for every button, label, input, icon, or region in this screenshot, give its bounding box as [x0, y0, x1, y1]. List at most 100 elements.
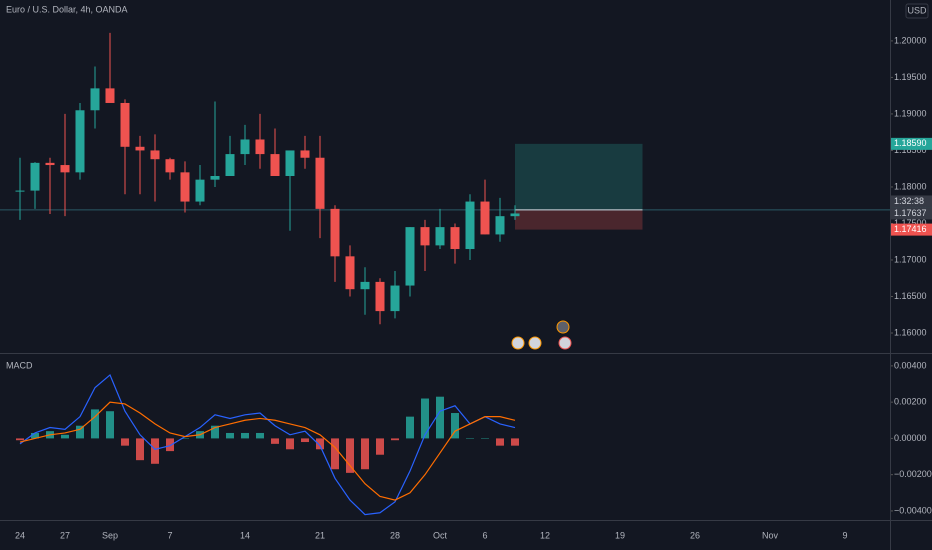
- y-tick-label: 1.16000: [894, 327, 927, 337]
- histogram-bar: [241, 432, 249, 439]
- candle-body: [255, 139, 265, 155]
- candle-body: [450, 227, 460, 250]
- y-tick-label: −0.00200: [894, 469, 932, 479]
- x-tick-label: 6: [482, 530, 487, 540]
- histogram-bar: [106, 411, 114, 439]
- x-tick-label: 19: [615, 530, 625, 540]
- histogram-bar: [481, 438, 489, 439]
- histogram-bar: [511, 438, 519, 446]
- currency-button[interactable]: [905, 3, 929, 19]
- candle-body: [315, 157, 325, 209]
- histogram-bar: [361, 438, 369, 470]
- histogram-bar: [136, 438, 144, 461]
- y-tick-label: 1.18000: [894, 181, 927, 191]
- candle-body: [75, 110, 85, 173]
- y-tick-label: 1.19500: [894, 72, 927, 82]
- candle-body: [390, 285, 400, 312]
- x-tick-label: 28: [390, 530, 400, 540]
- x-tick-label: 14: [240, 530, 250, 540]
- histogram-bar: [316, 438, 324, 450]
- chart-title: Euro / U.S. Dollar, 4h, OANDA: [6, 4, 128, 14]
- x-tick-label: Nov: [762, 530, 779, 540]
- x-tick-label: 24: [15, 530, 25, 540]
- candle-body: [15, 190, 25, 192]
- candle-body: [480, 201, 490, 235]
- candle-body: [195, 179, 205, 202]
- currency-label[interactable]: USD: [907, 5, 927, 15]
- histogram-bar: [271, 438, 279, 444]
- event-icon: [511, 336, 525, 350]
- candle-body: [60, 165, 70, 173]
- y-tick-label: 1.20000: [894, 35, 927, 45]
- histogram-bar: [346, 438, 354, 473]
- y-tick-label: 0.00400: [894, 360, 927, 370]
- histogram-bar: [61, 434, 69, 439]
- last-price-tag-label: 1.17637: [894, 208, 927, 218]
- event-icon: [528, 336, 542, 350]
- event-icons: [511, 320, 572, 350]
- candle-body: [120, 102, 130, 147]
- candle-body: [180, 172, 190, 202]
- candle-body: [345, 256, 355, 290]
- candle-body: [300, 150, 310, 158]
- histogram-bar: [421, 398, 429, 439]
- y-tick-label: 1.17000: [894, 254, 927, 264]
- histogram-bar: [76, 425, 84, 439]
- candle-body: [405, 227, 415, 286]
- x-tick-label: 9: [842, 530, 847, 540]
- candle-body: [270, 154, 280, 176]
- histogram-bar: [301, 438, 309, 443]
- candle-body: [90, 88, 100, 111]
- plot-layer: 1.16000 1.16500 1.17000 1.17500 1.18000 1.185…: [0, 32, 932, 540]
- y-tick-label: 1.16500: [894, 291, 927, 301]
- countdown-box: [891, 195, 932, 208]
- x-tick-label: Sep: [102, 530, 118, 540]
- candle-body: [510, 213, 520, 217]
- candle-body: [495, 216, 505, 235]
- target-tag-label: 1.18590: [894, 138, 927, 148]
- x-tick-label: 12: [540, 530, 550, 540]
- x-tick-label: 27: [60, 530, 70, 540]
- macd-title: MACD: [6, 360, 33, 370]
- candle-body: [210, 176, 220, 180]
- histogram-bar: [181, 438, 189, 439]
- histogram-bar: [331, 438, 339, 470]
- candle-body: [285, 150, 295, 176]
- histogram-bar: [226, 432, 234, 439]
- histogram-bar: [16, 438, 24, 441]
- stop-zone: [515, 209, 643, 230]
- candle-body: [45, 162, 55, 166]
- histogram-bar: [451, 413, 459, 439]
- target-tag: [891, 137, 932, 150]
- candle-body: [465, 201, 475, 250]
- histogram-bar: [391, 438, 399, 441]
- target-zone: [515, 143, 643, 210]
- last-price-tag: [891, 207, 932, 220]
- candle-body: [375, 281, 385, 312]
- histogram-bar: [496, 438, 504, 446]
- stop-tag-label: 1.17416: [894, 224, 927, 234]
- histogram-bar: [256, 432, 264, 439]
- y-tick-label: 0.00000: [894, 433, 927, 443]
- stop-tag: [891, 223, 932, 236]
- histogram-bar: [436, 396, 444, 439]
- histogram-bar: [31, 432, 39, 439]
- y-tick-label: 0.00200: [894, 397, 927, 407]
- candle-body: [225, 154, 235, 176]
- countdown: 1:32:38: [894, 196, 924, 206]
- candle-body: [360, 281, 370, 290]
- x-tick-label: Oct: [433, 530, 448, 540]
- histogram-bar: [406, 416, 414, 439]
- x-tick-label: 7: [167, 530, 172, 540]
- candle-body: [435, 227, 445, 246]
- candle-body: [30, 162, 40, 191]
- candle-body: [105, 88, 115, 103]
- candle-body: [135, 146, 145, 151]
- histogram-bar: [376, 438, 384, 455]
- y-tick-label: 1.17500: [894, 218, 927, 228]
- x-tick-label: 26: [690, 530, 700, 540]
- event-icon: [558, 336, 572, 350]
- histogram-bar: [166, 438, 174, 452]
